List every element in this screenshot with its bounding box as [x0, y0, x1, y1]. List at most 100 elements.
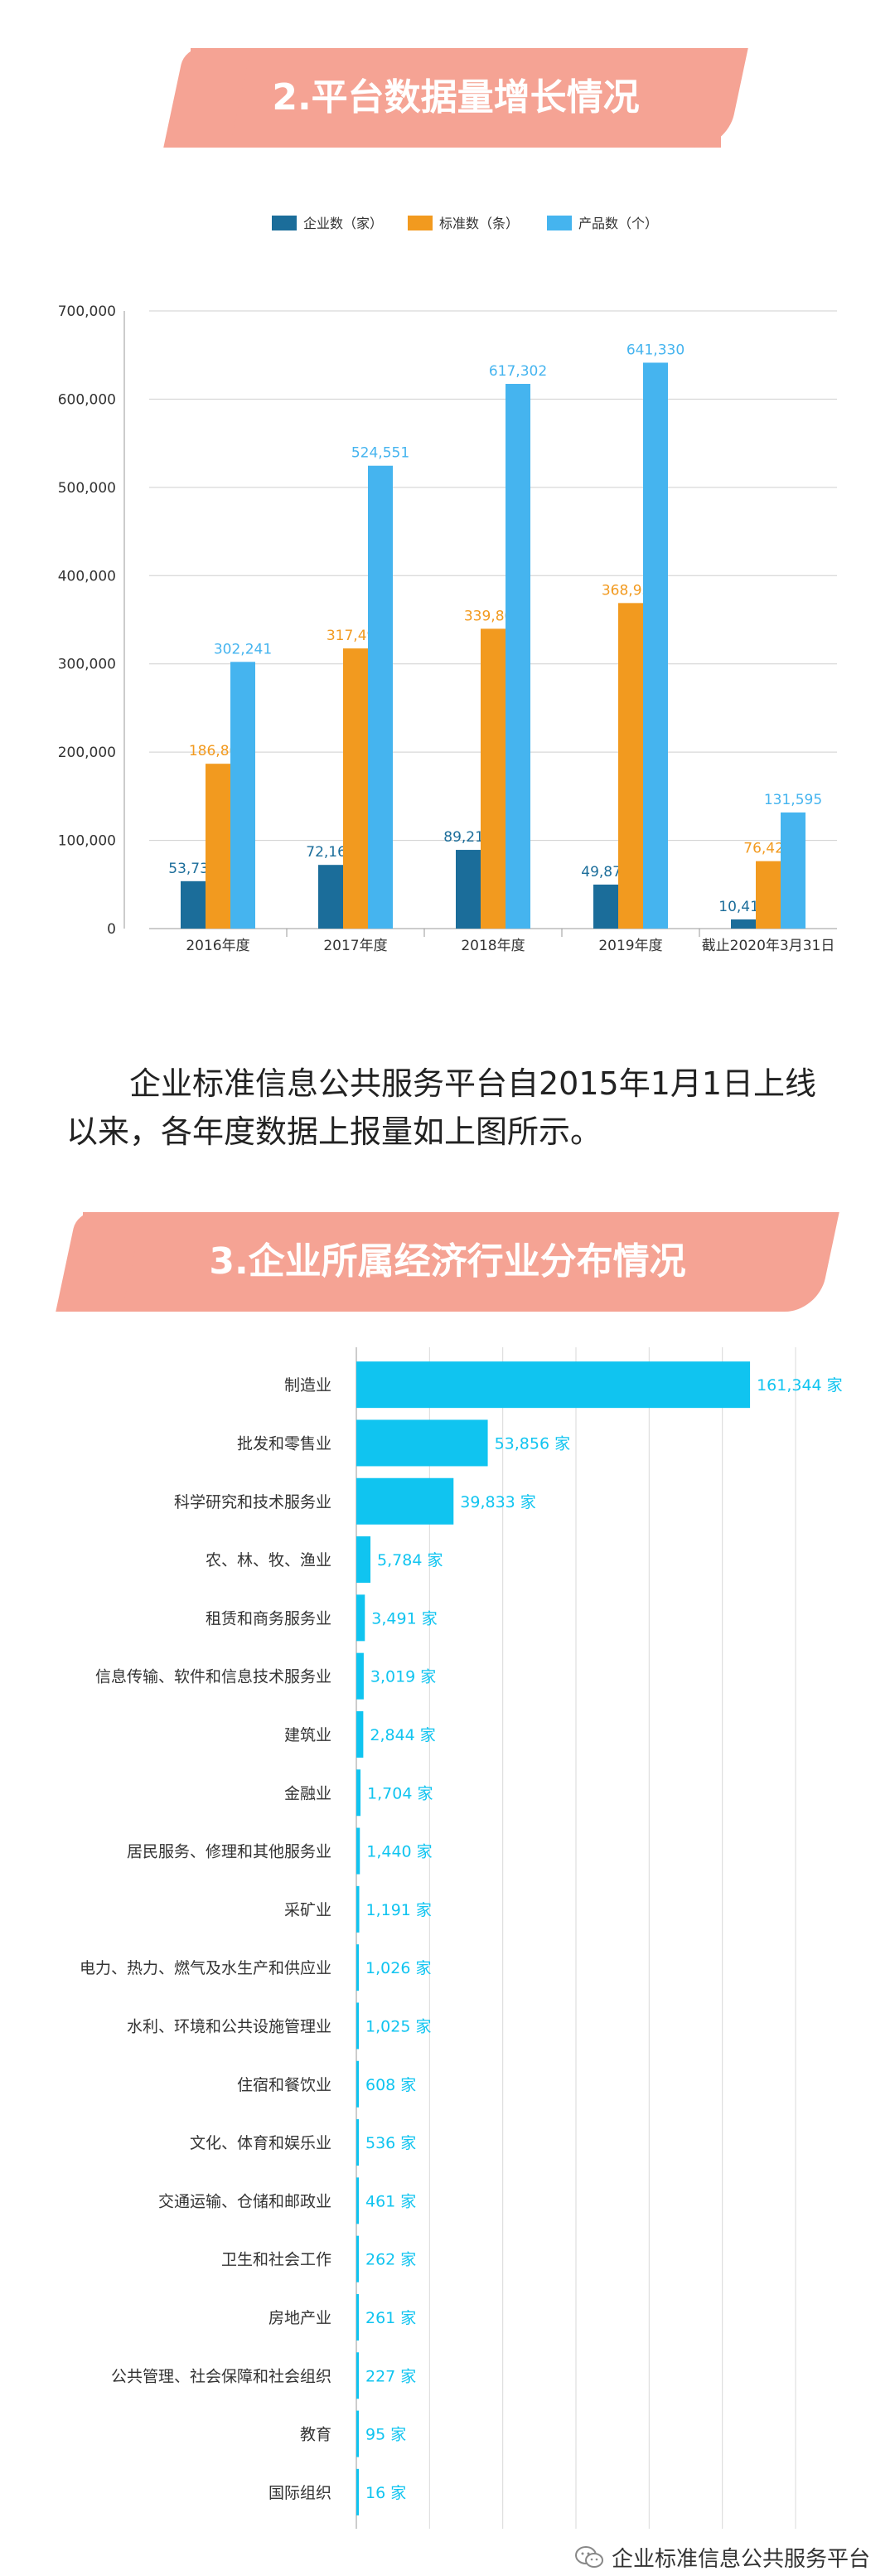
- footer-text: 企业标准信息公共服务平台: [611, 2547, 870, 2572]
- y-tick-label: 500,000: [58, 480, 116, 497]
- category-label: 居民服务、修理和其他服务业: [127, 1843, 331, 1861]
- data-label: 89,212: [443, 829, 492, 846]
- data-label: 3,491 家: [371, 1609, 437, 1628]
- category-label: 交通运输、仓储和邮政业: [158, 2192, 331, 2210]
- data-label: 49,879: [581, 864, 630, 880]
- data-label: 53,856 家: [495, 1434, 571, 1453]
- section-2-title: 2.平台数据量增长情况: [272, 76, 640, 119]
- footer-attribution: 企业标准信息公共服务平台: [574, 2542, 870, 2573]
- category-label: 农、林、牧、渔业: [206, 1551, 331, 1569]
- description-paragraph: 企业标准信息公共服务平台自2015年1月1日上线以来，各年度数据上报量如上图所示…: [66, 1065, 817, 1150]
- hbar-5: [356, 1594, 365, 1642]
- section-3-banner: 3.企业所属经济行业分布情况: [83, 1212, 812, 1312]
- data-label: 227 家: [365, 2367, 416, 2385]
- category-label: 住宿和餐饮业: [237, 2076, 331, 2094]
- data-label: 461 家: [365, 2192, 416, 2210]
- data-label: 524,551: [351, 445, 409, 462]
- hbar-14: [356, 2119, 359, 2166]
- category-label: 批发和零售业: [237, 1434, 331, 1453]
- bar-s3-2: [368, 465, 393, 929]
- bar-s3-4: [643, 362, 668, 929]
- bar-s1-5: [731, 919, 756, 929]
- data-label: 1,704 家: [367, 1784, 433, 1802]
- category-label: 公共管理、社会保障和社会组织: [111, 2367, 331, 2385]
- data-label: 16 家: [365, 2484, 406, 2502]
- data-label: 617,302: [489, 363, 547, 380]
- wechat-icon: [574, 2545, 603, 2569]
- data-label: 1,440 家: [366, 1843, 432, 1861]
- category-label: 房地产业: [268, 2309, 331, 2327]
- x-tick-label: 2016年度: [186, 938, 249, 954]
- hbar-18: [356, 2352, 359, 2399]
- legend-swatch-2: [408, 216, 433, 230]
- category-label: 卫生和社会工作: [221, 2251, 331, 2269]
- data-label: 76,428: [743, 841, 792, 857]
- hbar-15: [356, 2177, 359, 2224]
- x-tick-label: 截止2020年3月31日: [702, 938, 835, 954]
- legend-label-3: 产品数（个）: [578, 216, 658, 231]
- hbar-7: [356, 1710, 364, 1758]
- hbar-20: [356, 2468, 359, 2515]
- section-2-banner: 2.平台数据量增长情况: [191, 48, 721, 148]
- hbar-3: [356, 1477, 454, 1525]
- data-label: 5,784 家: [377, 1551, 443, 1569]
- data-label: 1,191 家: [366, 1901, 432, 1919]
- data-label: 608 家: [365, 2076, 416, 2094]
- y-tick-label: 600,000: [58, 391, 116, 408]
- hbar-11: [356, 1944, 360, 1991]
- category-label: 教育: [300, 2426, 331, 2444]
- bar-s1-3: [456, 850, 481, 929]
- data-label: 302,241: [214, 641, 272, 657]
- x-tick-label: 2018年度: [461, 938, 525, 954]
- hbar-17: [356, 2293, 359, 2341]
- hbar-9: [356, 1827, 360, 1875]
- category-label: 采矿业: [284, 1901, 331, 1919]
- hbar-6: [356, 1652, 364, 1700]
- y-tick-label: 400,000: [58, 568, 116, 585]
- data-label: 39,833 家: [460, 1493, 536, 1511]
- y-tick-label: 300,000: [58, 657, 116, 673]
- category-label: 文化、体育和娱乐业: [190, 2134, 331, 2152]
- hbar-13: [356, 2060, 359, 2108]
- data-label: 1,025 家: [365, 2017, 431, 2035]
- bar-s3-3: [506, 384, 530, 929]
- category-label: 金融业: [284, 1784, 331, 1802]
- legend-swatch-1: [272, 216, 297, 230]
- x-tick-label: 2019年度: [598, 938, 662, 954]
- data-label: 536 家: [365, 2134, 416, 2152]
- hbar-2: [356, 1419, 488, 1467]
- growth-bar-chart: 企业数（家） 标准数（条） 产品数（个） 0 100,000 200,000 300,000…: [58, 216, 837, 954]
- legend-label-1: 企业数（家）: [303, 216, 383, 231]
- section-3-title: 3.企业所属经济行业分布情况: [209, 1240, 686, 1283]
- bar-s2-5: [756, 861, 781, 929]
- data-label: 53,736: [168, 861, 217, 877]
- data-label: 72,166: [306, 844, 355, 861]
- hbar-12: [356, 2002, 360, 2050]
- category-label: 制造业: [284, 1376, 331, 1395]
- bar-s2-1: [206, 764, 230, 929]
- hbar-19: [356, 2410, 359, 2457]
- bar-s1-2: [318, 865, 343, 929]
- hbar-16: [356, 2235, 359, 2283]
- data-label: 262 家: [365, 2251, 416, 2269]
- bar-s3-1: [230, 662, 255, 929]
- x-tick-label: 2017年度: [323, 938, 387, 954]
- industry-hbar-chart: 030,00060,00090,000120,000150,000180,000…: [80, 1347, 843, 2529]
- y-tick-label: 200,000: [58, 745, 116, 761]
- category-label: 科学研究和技术服务业: [174, 1493, 331, 1511]
- y-tick-label: 700,000: [58, 303, 116, 320]
- hbar-1: [356, 1361, 751, 1409]
- data-label: 641,330: [626, 342, 685, 358]
- y-tick-label: 100,000: [58, 833, 116, 850]
- bar-s2-2: [343, 648, 368, 929]
- bar-s2-3: [481, 628, 506, 929]
- data-label: 2,844 家: [370, 1726, 435, 1744]
- data-label: 95 家: [365, 2426, 406, 2444]
- bar-s1-1: [181, 880, 206, 929]
- legend-label-2: 标准数（条）: [439, 216, 519, 231]
- legend-swatch-3: [547, 216, 572, 230]
- y-tick-label: 0: [107, 921, 116, 938]
- data-label: 261 家: [365, 2309, 416, 2327]
- category-label: 国际组织: [268, 2484, 331, 2502]
- hbar-4: [356, 1536, 371, 1584]
